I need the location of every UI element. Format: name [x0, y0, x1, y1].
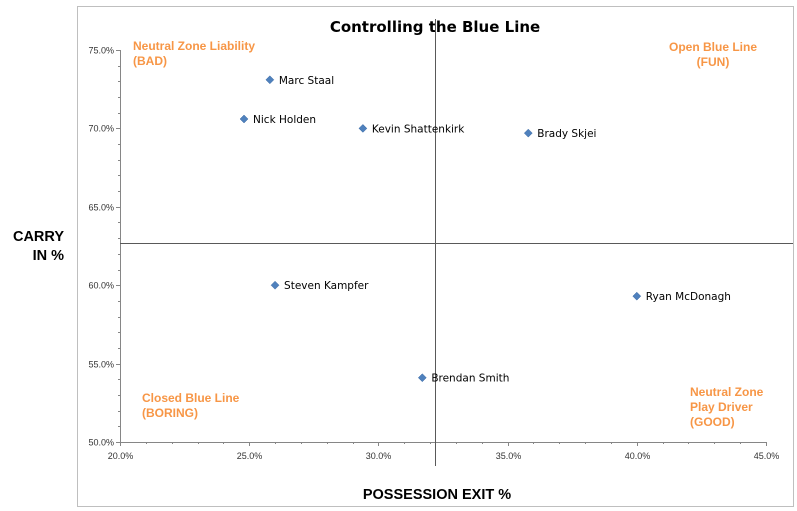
quadrant-label-bottom-right: (GOOD) — [690, 415, 735, 429]
data-point-marker — [358, 124, 368, 133]
data-point-label: Nick Holden — [253, 114, 316, 126]
y-tick-label: 55.0% — [88, 360, 114, 370]
data-point-marker — [270, 280, 280, 290]
x-tick-label: 20.0% — [108, 451, 134, 461]
data-point-label: Steven Kampfer — [284, 280, 369, 292]
y-tick-label: 65.0% — [88, 203, 114, 213]
quadrant-label-top-right: Open Blue Line — [669, 40, 757, 54]
data-point-label: Marc Staal — [279, 75, 334, 87]
x-tick-label: 25.0% — [237, 451, 263, 461]
quadrant-label-top-left: Neutral Zone Liability — [133, 39, 255, 53]
data-point-marker — [632, 291, 642, 301]
data-point-label: Kevin Shattenkirk — [372, 123, 465, 135]
data-point-marker — [523, 128, 533, 138]
data-point-marker — [265, 75, 275, 85]
y-tick-label: 75.0% — [88, 46, 114, 56]
y-axis-title: IN % — [33, 248, 65, 264]
quadrant-label-bottom-left: Closed Blue Line — [142, 391, 240, 405]
y-tick-label: 70.0% — [88, 124, 114, 134]
y-tick-label: 60.0% — [88, 281, 114, 291]
y-tick-label: 50.0% — [88, 438, 114, 448]
y-axis-title: CARRY — [13, 229, 64, 245]
data-point-label: Brendan Smith — [431, 373, 509, 385]
data-point-marker — [239, 114, 249, 124]
quadrant-label-bottom-right: Play Driver — [690, 400, 753, 414]
x-tick-label: 45.0% — [754, 451, 780, 461]
quadrant-label-top-right: (FUN) — [697, 55, 730, 69]
x-axis-title: POSSESSION EXIT % — [363, 487, 511, 503]
quadrant-label-top-left: (BAD) — [133, 54, 167, 68]
quadrant-label-bottom-left: (BORING) — [142, 406, 198, 420]
data-point-marker — [417, 373, 427, 383]
quadrant-label-bottom-right: Neutral Zone — [690, 385, 764, 399]
data-point-label: Ryan McDonagh — [646, 291, 731, 303]
x-tick-label: 35.0% — [496, 451, 522, 461]
x-tick-label: 40.0% — [625, 451, 651, 461]
data-point-label: Brady Skjei — [537, 128, 596, 140]
x-tick-label: 30.0% — [366, 451, 392, 461]
